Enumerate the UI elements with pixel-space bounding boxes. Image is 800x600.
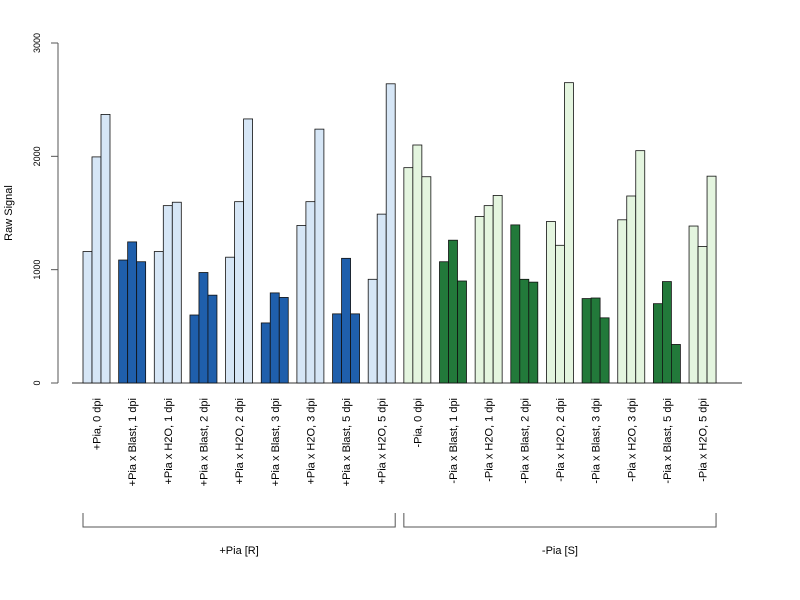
bar (474, 215, 485, 384)
category-label: +Pia x H2O, 1 dpi (163, 398, 175, 485)
category-label: +Pia x Blast, 3 dpi (270, 398, 282, 486)
category-label: -Pia x H2O, 2 dpi (555, 398, 567, 482)
bar (555, 244, 565, 384)
category-labels: +Pia, 0 dpi +Pia x Blast, 1 dpi +Pia x H2O… (92, 398, 710, 486)
bar (662, 281, 672, 384)
bar (403, 167, 414, 384)
category-label: +Pia x Blast, 1 dpi (127, 398, 139, 486)
category-label: -Pia x Blast, 2 dpi (519, 398, 531, 484)
category-label: +Pia x H2O, 5 dpi (377, 398, 389, 485)
bar (162, 205, 173, 384)
category-label: -Pia, 0 dpi (412, 398, 424, 448)
category-label: -Pia x Blast, 1 dpi (448, 398, 460, 484)
y-tick-label: 0 (32, 380, 42, 385)
category-label: -Pia x Blast, 3 dpi (591, 398, 603, 484)
y-tick-label: 2000 (32, 146, 42, 166)
bar (376, 213, 387, 384)
bar (350, 313, 360, 384)
group-bracket (403, 513, 717, 528)
bar (483, 205, 494, 384)
bar (626, 195, 637, 384)
bar (234, 201, 245, 384)
bar (421, 176, 432, 384)
bar (260, 322, 271, 384)
category-label: +Pia, 0 dpi (92, 398, 104, 450)
bar (510, 224, 521, 384)
bar (207, 294, 218, 384)
y-axis-title: Raw Signal (3, 185, 15, 241)
bar (564, 82, 574, 384)
group-bracket (82, 513, 396, 528)
bar (367, 278, 378, 384)
bar (697, 246, 708, 384)
bar (448, 239, 458, 384)
bar (671, 344, 681, 384)
bar (127, 241, 138, 384)
y-tick-label: 3000 (32, 33, 42, 53)
bar (385, 83, 396, 384)
bar (82, 251, 93, 384)
bar (100, 114, 111, 384)
bar (653, 303, 663, 384)
group-brackets: +Pia [R] -Pia [S] (82, 513, 717, 557)
bar (528, 281, 539, 384)
y-axis: 0 1000 2000 3000 (32, 33, 59, 386)
bar (706, 175, 717, 384)
bar (153, 251, 164, 384)
bar (305, 201, 316, 384)
group-label: -Pia [S] (542, 545, 578, 557)
y-tick-label: 1000 (32, 260, 42, 280)
bar (412, 144, 423, 384)
bar (617, 219, 628, 384)
bar (136, 261, 147, 384)
category-label: -Pia x Blast, 5 dpi (662, 398, 674, 484)
bars (82, 82, 717, 384)
bar (225, 256, 236, 384)
bar (590, 297, 601, 384)
bar (492, 195, 503, 384)
bar (546, 221, 556, 384)
category-label: -Pia x H2O, 1 dpi (484, 398, 496, 482)
bar (457, 280, 467, 384)
bar (243, 118, 254, 384)
bar (519, 278, 530, 384)
bar (635, 150, 646, 384)
category-label: -Pia x H2O, 3 dpi (626, 398, 638, 482)
bar (599, 317, 610, 384)
bar (171, 201, 182, 384)
bar (688, 225, 699, 384)
category-label: +Pia x H2O, 2 dpi (234, 398, 246, 485)
bar (118, 259, 129, 384)
bar (439, 261, 449, 384)
bar (91, 156, 102, 384)
bar (296, 225, 307, 384)
bar (198, 272, 209, 384)
bar (189, 314, 200, 384)
group-label: +Pia [R] (219, 545, 258, 557)
bar (314, 128, 325, 384)
bar (269, 292, 280, 384)
bar (332, 313, 342, 384)
category-label: +Pia x Blast, 5 dpi (341, 398, 353, 486)
category-label: -Pia x H2O, 5 dpi (698, 398, 710, 482)
bar (278, 297, 289, 384)
bar (581, 298, 592, 384)
category-label: +Pia x H2O, 3 dpi (305, 398, 317, 485)
category-label: +Pia x Blast, 2 dpi (198, 398, 210, 486)
bar (341, 257, 351, 384)
